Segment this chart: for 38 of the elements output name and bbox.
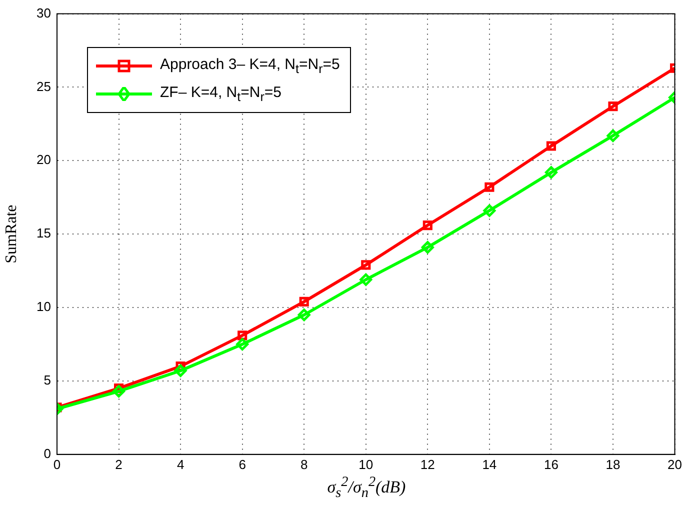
x-axis-title: σ$_{s}$$^{2}$/σ$_{n}$$^{2}$(dB) bbox=[326, 474, 407, 502]
x-tick-label: 10 bbox=[358, 456, 374, 472]
y-tick-label: 30 bbox=[36, 5, 51, 20]
point bbox=[544, 166, 558, 179]
point bbox=[174, 364, 187, 377]
point bbox=[422, 220, 432, 230]
x-tick-label: 6 bbox=[238, 456, 246, 472]
x-tick-label: 14 bbox=[482, 456, 497, 472]
point bbox=[298, 308, 310, 322]
x-tick-label: 16 bbox=[544, 456, 558, 472]
y-tick-label: 10 bbox=[36, 299, 51, 314]
point bbox=[483, 204, 496, 217]
point bbox=[484, 182, 494, 192]
point bbox=[236, 338, 249, 350]
point bbox=[421, 241, 434, 254]
y-tick-label: 25 bbox=[36, 78, 51, 94]
x-tick-label: 2 bbox=[115, 456, 122, 472]
x-tick-label: 8 bbox=[300, 456, 308, 472]
x-tick-label: 12 bbox=[420, 456, 435, 472]
point bbox=[606, 129, 620, 142]
y-tick-label: 0 bbox=[44, 446, 51, 461]
point bbox=[546, 141, 556, 151]
point bbox=[608, 102, 618, 112]
x-tick-label: 18 bbox=[606, 456, 620, 472]
point bbox=[360, 273, 372, 286]
legend-label: ZF– K=4, N$_{t}$=N$_{r}$=5 bbox=[160, 84, 282, 104]
point bbox=[112, 385, 126, 398]
y-tick-label: 5 bbox=[44, 372, 51, 388]
y-axis-title: SumRate bbox=[2, 204, 20, 264]
x-tick-label: 0 bbox=[53, 456, 61, 472]
legend-label: Approach 3– K=4, N$_{t}$=N$_{r}$=5 bbox=[160, 56, 340, 76]
x-tick-label: 20 bbox=[668, 456, 682, 472]
point bbox=[299, 296, 309, 306]
point bbox=[361, 260, 371, 270]
x-tick-label: 4 bbox=[176, 456, 184, 472]
point bbox=[238, 330, 248, 340]
y-tick-label: 20 bbox=[36, 152, 51, 168]
y-tick-label: 15 bbox=[36, 226, 51, 241]
